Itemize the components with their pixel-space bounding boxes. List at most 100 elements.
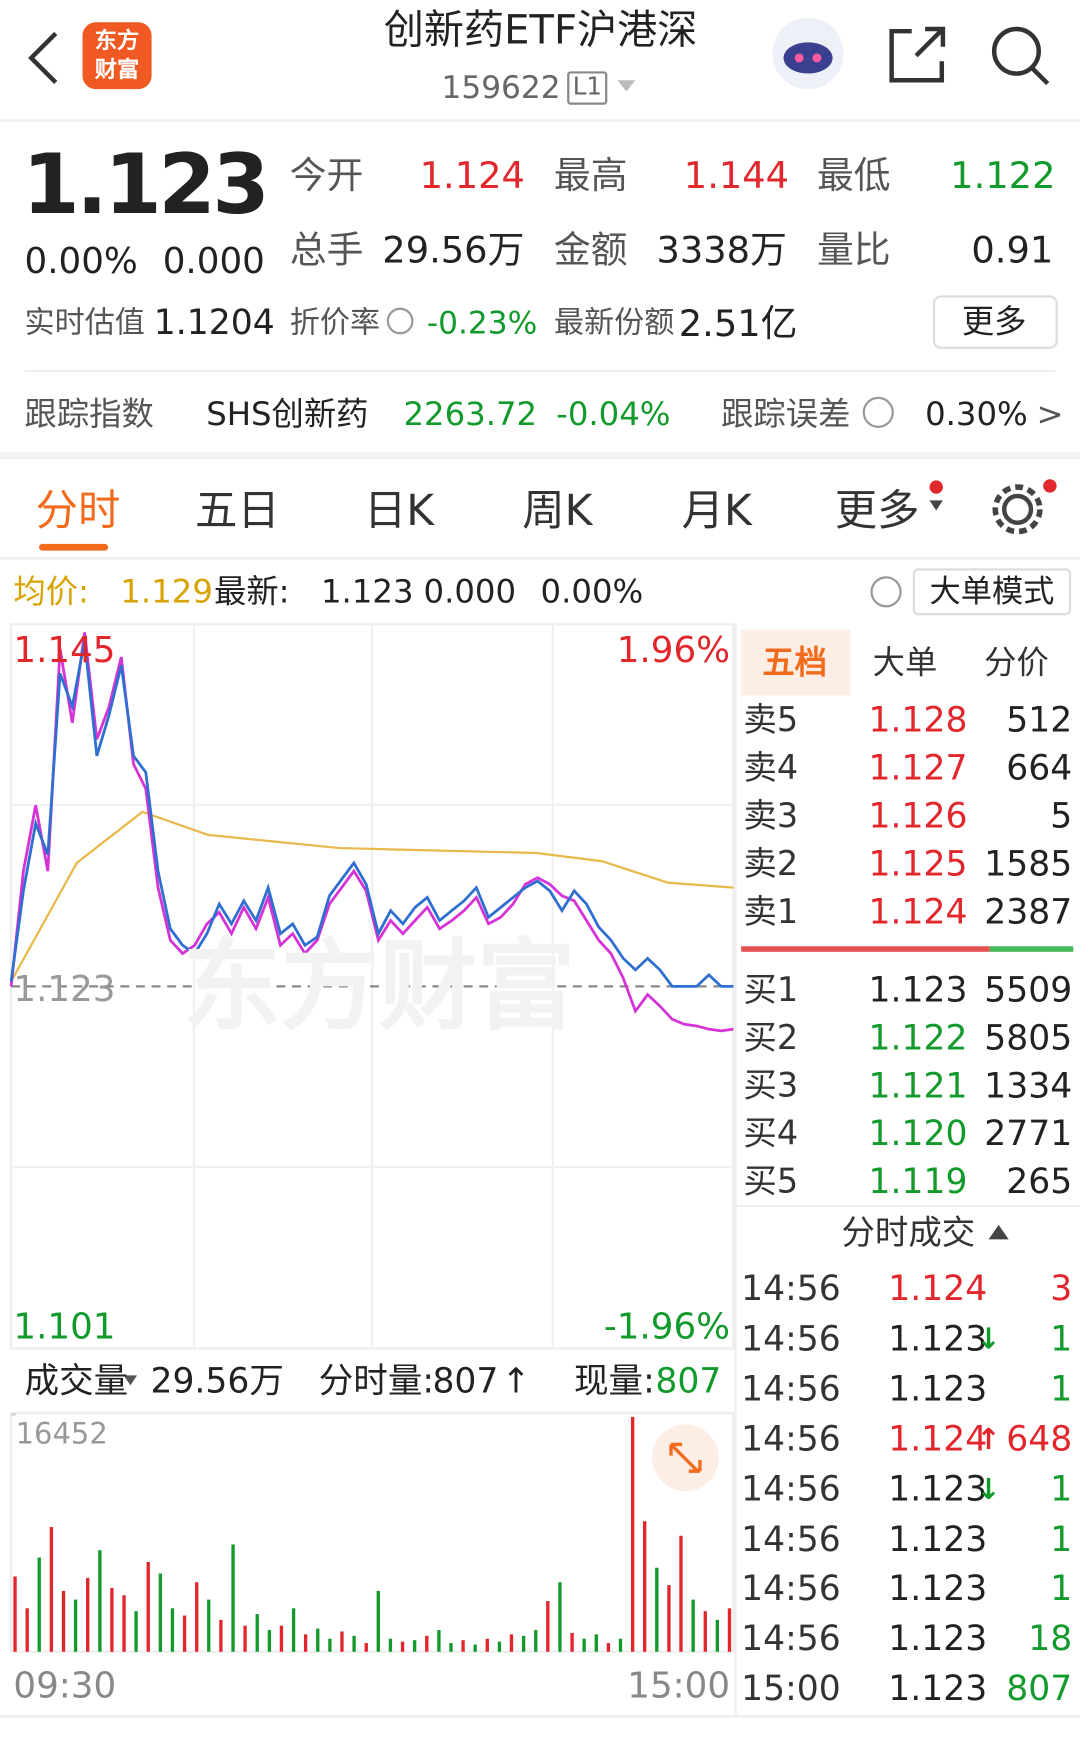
base-label: 1.123	[13, 967, 116, 1010]
trade-volume: 1	[1050, 1569, 1073, 1610]
volume-bar	[594, 1634, 598, 1652]
level-badge: L1	[567, 71, 608, 105]
stat-label: 总手	[289, 227, 364, 272]
depth-tab[interactable]: 大单	[872, 643, 938, 682]
badge-dot	[929, 480, 943, 494]
dropdown-icon	[123, 1375, 138, 1386]
depth-price: 1.119	[868, 1161, 968, 1203]
settings-icon[interactable]	[1001, 493, 1034, 525]
collapse-icon[interactable]	[988, 1224, 1009, 1240]
current-volume-label: 现量:	[573, 1361, 655, 1402]
stat-label: 量比	[816, 227, 891, 272]
volume-bar	[219, 1619, 223, 1652]
dropdown-icon	[929, 500, 943, 511]
volume-bar	[497, 1641, 502, 1652]
trade-price: 1.123	[888, 1669, 988, 1710]
volume-bar	[13, 1576, 17, 1652]
volume-bar	[364, 1643, 368, 1652]
depth-price: 1.123	[868, 970, 968, 1011]
trades-title[interactable]: 分时成交	[841, 1213, 976, 1253]
depth-label: 卖3	[743, 796, 799, 836]
last-value: 1.123	[320, 572, 414, 611]
volume-bar	[73, 1599, 78, 1652]
volume-bar	[376, 1590, 380, 1652]
trade-price: 1.123	[888, 1469, 988, 1510]
help-icon[interactable]	[862, 396, 894, 428]
more-button[interactable]	[932, 295, 1058, 349]
trade-volume: 648	[1006, 1419, 1073, 1460]
volume-bar	[546, 1601, 550, 1652]
volume-bar	[485, 1638, 489, 1652]
share-icon[interactable]	[889, 26, 946, 83]
minute-volume: 807	[432, 1361, 499, 1402]
more-button[interactable]: 更多	[961, 302, 1027, 341]
tracking-error: 0.30%	[925, 395, 1028, 434]
depth-tab[interactable]: 分价	[984, 643, 1049, 682]
volume-bar	[182, 1615, 187, 1652]
volume-bar	[37, 1557, 41, 1652]
volume-bar	[691, 1599, 695, 1652]
mode-button[interactable]: 大单模式	[929, 572, 1055, 610]
trade-time: 14:56	[741, 1519, 841, 1560]
low-label: 1.101	[13, 1305, 116, 1348]
back-icon[interactable]	[28, 31, 58, 85]
trade-price: 1.123	[888, 1368, 988, 1410]
tab[interactable]: 周K	[522, 485, 593, 535]
low-pct-label: -1.96%	[603, 1305, 731, 1348]
active-tab[interactable]	[741, 629, 851, 696]
stat-value: 0.91	[971, 227, 1054, 272]
discount-label: 折价率	[289, 305, 381, 341]
stat-label: 今开	[289, 153, 364, 197]
volume-bar	[49, 1527, 54, 1652]
help-icon[interactable]	[870, 576, 902, 608]
stat-label: 最高	[553, 153, 628, 197]
volume-bar	[618, 1638, 623, 1652]
minute-volume-arrow: ↑	[501, 1361, 531, 1402]
depth-tab[interactable]: 五档	[762, 643, 828, 682]
depth-price: 1.124	[868, 892, 968, 933]
volume-bar	[715, 1619, 719, 1652]
stat-value: 1.122	[950, 153, 1056, 197]
pct-value: 0.00%	[540, 572, 644, 611]
volume-bar	[98, 1550, 102, 1652]
volume-bar	[412, 1640, 417, 1652]
tab[interactable]: 月K	[681, 485, 752, 535]
chevron[interactable]: >	[1036, 395, 1064, 434]
depth-volume: 5509	[984, 970, 1073, 1011]
watermark: 东方财富	[182, 928, 576, 1044]
mode-button[interactable]	[912, 568, 1072, 616]
volume-bar	[642, 1521, 647, 1652]
avg-label: 均价:	[13, 572, 89, 611]
volume-bar	[509, 1634, 514, 1652]
volume-bar	[170, 1608, 175, 1652]
tracking-value: 2263.72	[403, 395, 538, 434]
trade-volume: 1	[1050, 1318, 1073, 1360]
tab[interactable]: 更多	[834, 485, 920, 535]
trade-price: 1.124	[888, 1268, 988, 1310]
volume-bar	[122, 1595, 126, 1652]
info-icon[interactable]	[386, 307, 414, 335]
trade-time: 14:56	[741, 1368, 841, 1410]
volume-label[interactable]: 成交量	[24, 1361, 129, 1402]
current-volume: 807	[655, 1361, 722, 1402]
avatar-eye	[812, 53, 822, 63]
depth-price: 1.126	[868, 796, 968, 837]
depth-label: 卖2	[743, 844, 799, 884]
last-price: 1.123	[22, 137, 270, 233]
volume-bar	[679, 1535, 683, 1652]
volume-max-label: 16452	[15, 1417, 108, 1452]
dropdown-icon[interactable]	[617, 80, 636, 92]
depth-label: 买3	[743, 1066, 799, 1106]
volume-bar	[207, 1599, 211, 1652]
trade-price: 1.124	[888, 1419, 988, 1460]
tab[interactable]: 五日	[195, 485, 280, 535]
depth-volume: 5805	[984, 1018, 1073, 1059]
tab[interactable]: 分时	[35, 485, 121, 535]
volume-bar	[110, 1588, 114, 1652]
depth-price: 1.125	[868, 844, 968, 885]
search-icon[interactable]	[991, 26, 1041, 76]
trade-price: 1.123	[888, 1318, 988, 1360]
tab[interactable]: 日K	[363, 485, 435, 535]
volume-bar	[449, 1643, 453, 1652]
